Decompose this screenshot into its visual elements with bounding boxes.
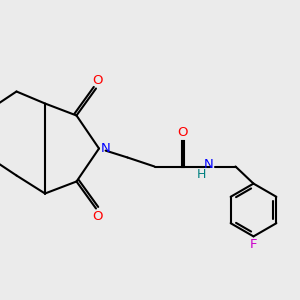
Text: H: H [197,168,206,182]
Text: N: N [101,142,110,155]
Text: O: O [92,210,103,224]
Text: N: N [204,158,213,172]
Text: F: F [250,238,257,251]
Text: O: O [178,126,188,139]
Text: O: O [92,74,103,87]
